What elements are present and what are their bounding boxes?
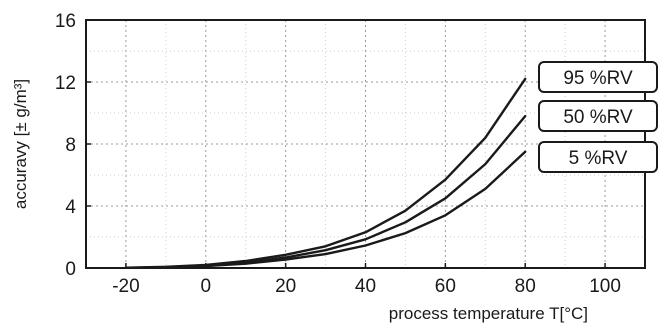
axis-ticks: -20 0 20 40 60 80 100 0 4 8 12 16: [55, 11, 621, 297]
series-group: [124, 77, 527, 269]
x-axis-title: process temperature T[°C]: [389, 304, 588, 323]
legend-label: 5 %RV: [569, 148, 628, 169]
series-line-2: [124, 114, 527, 269]
x-tick-label: 80: [515, 276, 536, 297]
series-line-1: [124, 77, 527, 269]
x-tick-label: 0: [200, 276, 211, 297]
legend: 95 %RV 50 %RV 5 %RV: [538, 61, 658, 173]
legend-box: [538, 61, 658, 93]
x-tick-label: 60: [435, 276, 456, 297]
legend-label: 50 %RV: [563, 107, 633, 128]
x-tick-label: 100: [589, 276, 621, 297]
y-tick-label: 0: [65, 259, 76, 280]
x-tick-label: 40: [355, 276, 376, 297]
y-tick-label: 8: [65, 135, 76, 156]
legend-item-3: 5 %RV: [538, 141, 658, 173]
y-tick-label: 16: [55, 11, 76, 32]
legend-label: 95 %RV: [563, 68, 633, 89]
series-line-3: [124, 150, 527, 269]
legend-box: [538, 100, 658, 132]
y-axis-title: accuravy [± g/m³]: [11, 79, 30, 209]
x-tick-label: 20: [275, 276, 296, 297]
y-tick-label: 4: [65, 197, 76, 218]
legend-item-2: 50 %RV: [538, 100, 658, 132]
legend-item-1: 95 %RV: [538, 61, 658, 93]
x-tick-label: -20: [112, 276, 139, 297]
legend-box: [538, 141, 658, 173]
y-tick-label: 12: [55, 73, 76, 94]
